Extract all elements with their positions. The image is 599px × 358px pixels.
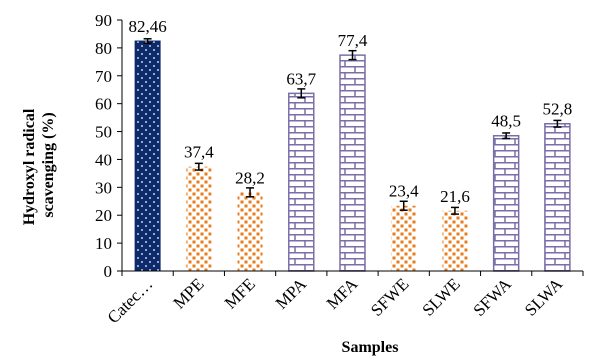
y-tick-label: 80: [95, 39, 112, 58]
y-axis-title: Hydroxyl radical scavenging (%): [21, 105, 57, 226]
x-axis-title: Samples: [342, 339, 399, 356]
bar-slwa: [544, 122, 571, 272]
data-label: 48,5: [491, 112, 521, 131]
data-label: 21,6: [440, 187, 470, 206]
y-tick-label: 90: [95, 11, 112, 30]
data-label: 52,8: [543, 100, 573, 119]
x-tick-label: SFWE: [367, 274, 412, 319]
data-label: 77,4: [338, 31, 368, 50]
bar-sfwa: [492, 134, 520, 272]
data-label: 82,46: [128, 17, 166, 36]
x-tick-label: SFWA: [469, 274, 515, 320]
error-bar: [246, 187, 255, 198]
y-tick-label: 0: [104, 262, 113, 281]
x-axis-ticks: Catec… MPE MFE MPA MFA SFWE SLWE SFWA SLWA: [104, 271, 584, 327]
error-bar: [348, 49, 357, 61]
x-tick-label: MPA: [272, 274, 311, 313]
bar-mpe: [186, 166, 212, 271]
data-label: 63,7: [286, 69, 316, 88]
x-tick-label: Catec…: [104, 274, 157, 327]
y-tick-label: 30: [95, 178, 112, 197]
y-axis-title-line-1: Hydroxyl radical: [21, 108, 38, 225]
bars-layer: [134, 40, 571, 272]
y-tick-label: 60: [95, 95, 112, 114]
error-bar: [399, 200, 408, 211]
bar-mfe: [237, 192, 263, 271]
data-label: 28,2: [235, 168, 265, 187]
bar-catec: [134, 40, 161, 272]
bar-sfwe: [391, 205, 417, 271]
bar-slwe: [442, 210, 468, 271]
data-label: 37,4: [184, 143, 214, 162]
y-axis-title-line-2: scavenging (%): [40, 112, 57, 217]
error-bars-layer: [143, 38, 562, 215]
data-label: 23,4: [389, 182, 419, 201]
error-bar: [143, 38, 152, 45]
y-tick-label: 40: [95, 150, 112, 169]
y-tick-label: 10: [95, 234, 112, 253]
error-bar: [297, 88, 306, 99]
bar-mfa: [339, 54, 366, 272]
error-bar: [194, 162, 203, 171]
x-tick-label: MFE: [221, 274, 259, 312]
error-bar: [450, 206, 459, 215]
x-tick-label: SLWA: [521, 274, 567, 320]
x-tick-label: SLWE: [419, 274, 464, 319]
x-tick-label: MPE: [170, 274, 208, 312]
error-bar: [553, 119, 562, 128]
y-tick-label: 70: [95, 67, 112, 86]
y-tick-label: 20: [95, 206, 112, 225]
error-bar: [502, 132, 511, 140]
bar-mpa: [288, 92, 315, 272]
x-tick-label: MFA: [323, 274, 362, 313]
value-labels-layer: 82,46 37,4 28,2 63,7 77,4 23,4 21,6 48,5 52,8: [128, 17, 572, 206]
y-tick-label: 50: [95, 123, 112, 142]
y-axis-ticks: 0 10 20 30 40 50 60 70 80 90: [95, 11, 122, 281]
